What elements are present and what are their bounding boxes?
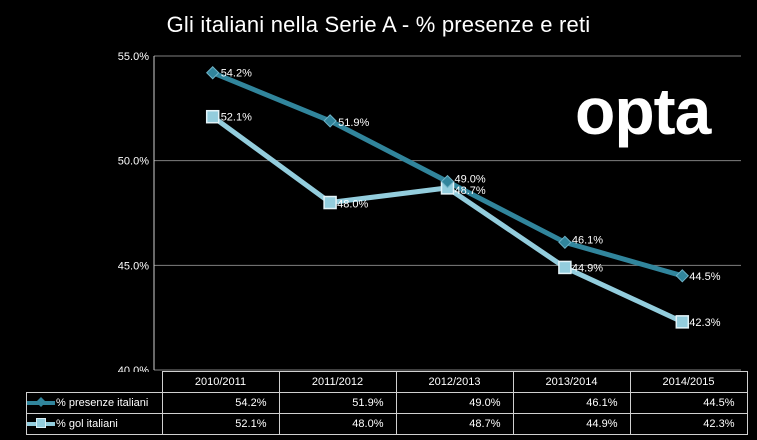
data-point-gol bbox=[323, 195, 337, 210]
table-cell: 46.1% bbox=[512, 392, 631, 414]
table-row-gol: % gol italiani 52.1% 48.0% 48.7% 44.9% 4… bbox=[26, 413, 748, 435]
table-cell: 51.9% bbox=[278, 392, 397, 414]
legend-key-gol bbox=[27, 418, 55, 429]
table-header-row: 2010/2011 2011/2012 2012/2013 2013/2014 … bbox=[26, 371, 748, 393]
data-point-presenze bbox=[440, 174, 455, 189]
y-tick-label: 45.0% bbox=[118, 260, 149, 272]
legend-label-presenze: % presenze italiani bbox=[56, 397, 149, 409]
chart-title: Gli italiani nella Serie A - % presenze … bbox=[166, 12, 591, 37]
data-point-presenze bbox=[558, 235, 572, 250]
legend-entry-gol: % gol italiani bbox=[26, 413, 163, 435]
data-label-presenze: 44.5% bbox=[689, 271, 720, 283]
table-category: 2014/2015 bbox=[629, 371, 748, 393]
table-cell: 44.5% bbox=[629, 392, 748, 414]
data-label-gol: 48.7% bbox=[455, 185, 486, 197]
table-corner bbox=[26, 371, 163, 393]
data-table: 2010/2011 2011/2012 2012/2013 2013/2014 … bbox=[26, 371, 748, 435]
plot-area: 40.0% 45.0% 50.0% 55.0% 52.1% 48.0% 48.7% 44.9%… bbox=[118, 51, 741, 372]
data-label-gol: 42.3% bbox=[689, 317, 720, 329]
data-label-presenze: 46.1% bbox=[572, 234, 603, 246]
table-cell: 48.7% bbox=[395, 413, 514, 435]
data-point-gol bbox=[558, 260, 572, 275]
y-tick-label: 55.0% bbox=[118, 51, 149, 63]
legend-entry-presenze: % presenze italiani bbox=[26, 392, 163, 414]
table-category: 2013/2014 bbox=[512, 371, 631, 393]
legend-label-gol: % gol italiani bbox=[56, 418, 118, 430]
data-label-gol: 44.9% bbox=[572, 262, 603, 274]
y-tick-label: 40.0% bbox=[118, 365, 149, 372]
table-cell: 54.2% bbox=[161, 392, 280, 414]
data-label-presenze: 49.0% bbox=[455, 174, 486, 186]
y-tick-label: 50.0% bbox=[118, 156, 149, 168]
table-cell: 48.0% bbox=[278, 413, 397, 435]
table-cell: 49.0% bbox=[395, 392, 514, 414]
table-cell: 44.9% bbox=[512, 413, 631, 435]
data-label-presenze: 54.2% bbox=[221, 68, 252, 80]
table-category: 2010/2011 bbox=[161, 371, 280, 393]
table-category: 2011/2012 bbox=[278, 371, 397, 393]
opta-logo: opta bbox=[575, 74, 711, 148]
table-row-presenze: % presenze italiani 54.2% 51.9% 49.0% 46… bbox=[26, 392, 748, 414]
data-point-presenze bbox=[323, 114, 337, 128]
data-point-presenze bbox=[675, 269, 690, 283]
table-cell: 52.1% bbox=[161, 413, 280, 435]
data-point-presenze bbox=[205, 66, 220, 80]
table-cell: 42.3% bbox=[629, 413, 748, 435]
data-point-gol bbox=[205, 109, 220, 124]
table-category: 2012/2013 bbox=[395, 371, 514, 393]
data-point-gol bbox=[675, 315, 690, 329]
legend-key-presenze bbox=[27, 397, 55, 408]
data-label-gol: 48.0% bbox=[337, 199, 368, 211]
data-label-presenze: 51.9% bbox=[338, 117, 369, 129]
data-label-gol: 52.1% bbox=[221, 112, 252, 124]
